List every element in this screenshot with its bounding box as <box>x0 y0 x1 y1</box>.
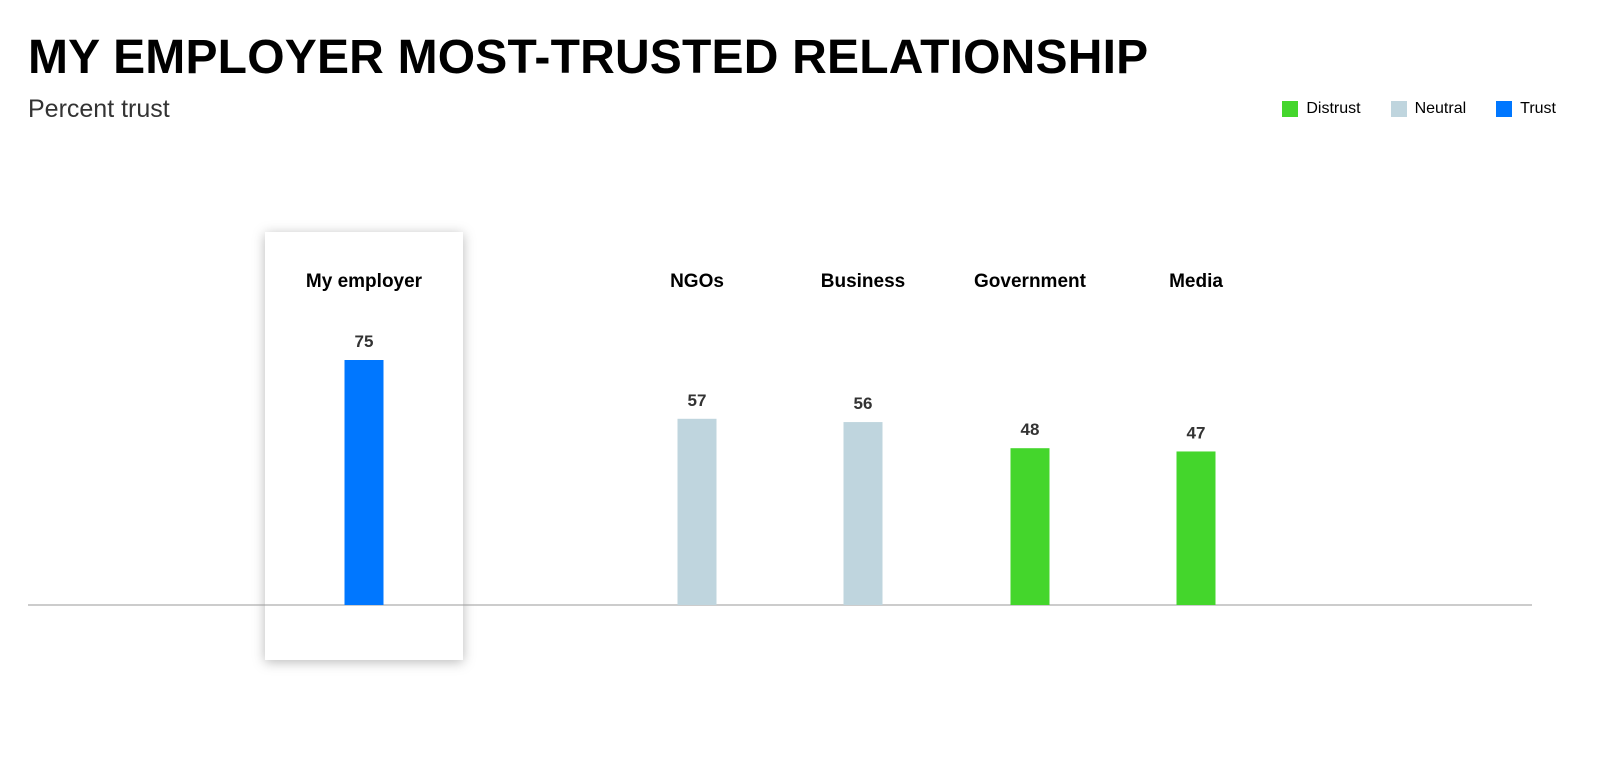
category-label-ngos: NGOs <box>670 271 724 292</box>
category-label-government: Government <box>974 271 1087 292</box>
legend-item-distrust: Distrust <box>1282 100 1361 118</box>
bar-my-employer <box>344 360 384 605</box>
value-label-ngos: 57 <box>688 391 707 410</box>
bar-media <box>1176 451 1216 605</box>
bar-business <box>843 422 883 605</box>
bar-government <box>1010 448 1050 605</box>
category-label-media: Media <box>1169 271 1223 292</box>
legend-swatch-neutral <box>1390 101 1407 117</box>
legend-label-neutral: Neutral <box>1414 100 1467 117</box>
chart-subtitle: Percent trust <box>28 95 170 123</box>
legend-item-trust: Trust <box>1496 100 1556 118</box>
legend-item-neutral: Neutral <box>1390 100 1467 118</box>
value-label-government: 48 <box>1021 420 1040 439</box>
legend-swatch-trust <box>1496 101 1513 117</box>
value-label-media: 47 <box>1187 423 1206 442</box>
legend-swatch-distrust <box>1282 101 1299 117</box>
value-label-my-employer: 75 <box>355 332 374 351</box>
value-label-business: 56 <box>854 394 873 413</box>
legend: Distrust Neutral Trust <box>1282 100 1556 118</box>
chart-title: MY EMPLOYER MOST-TRUSTED RELATIONSHIP <box>28 31 1149 84</box>
category-label-my-employer: My employer <box>306 271 423 292</box>
legend-label-distrust: Distrust <box>1306 100 1361 117</box>
bar-ngos <box>677 418 717 605</box>
legend-label-trust: Trust <box>1520 100 1556 117</box>
category-label-business: Business <box>821 271 905 292</box>
